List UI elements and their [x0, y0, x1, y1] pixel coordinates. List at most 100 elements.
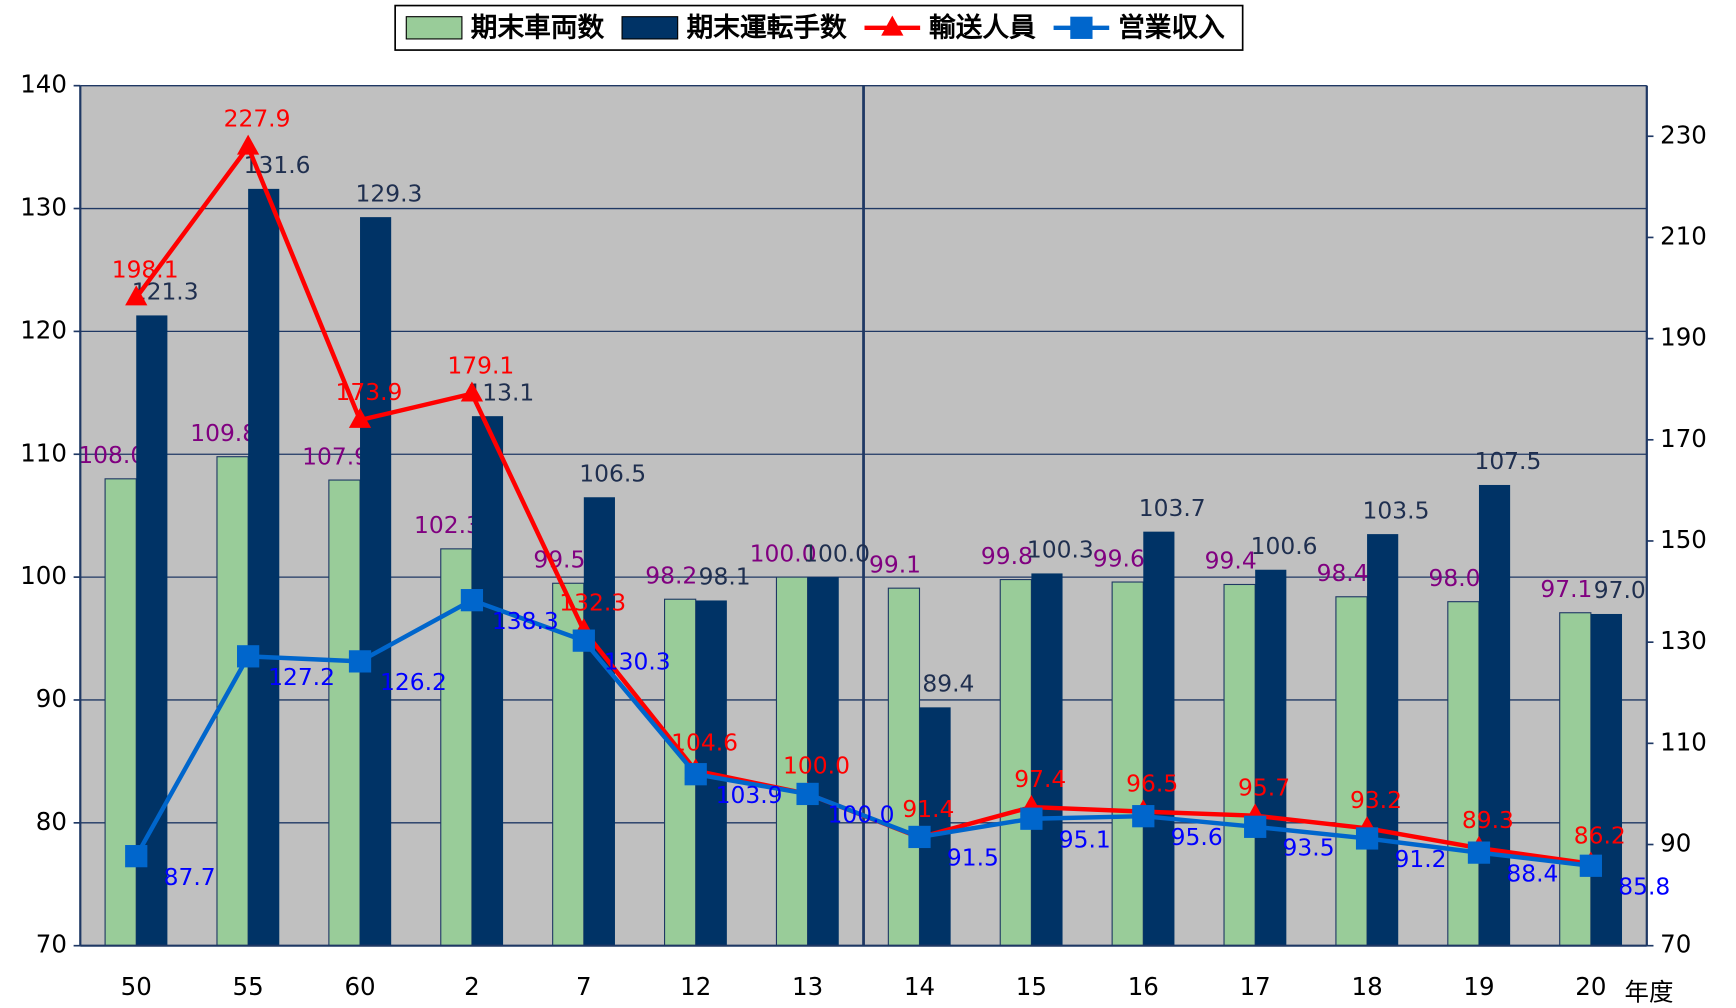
bar	[328, 479, 361, 947]
legend-swatch	[621, 16, 679, 40]
y-tick-label: 80	[36, 807, 67, 836]
marker	[1579, 854, 1602, 877]
line	[134, 597, 1592, 868]
y-tick-label: 110	[20, 438, 67, 467]
data-label: 98.1	[699, 563, 751, 591]
data-label: 95.1	[1059, 825, 1111, 853]
y2-tick-label: 190	[1660, 323, 1707, 352]
marker	[237, 645, 260, 668]
data-label: 108.0	[78, 441, 145, 469]
x-tick-label: 16	[1128, 972, 1159, 1001]
marker	[908, 825, 931, 849]
legend-swatch	[405, 16, 463, 40]
y-tick-label: 130	[20, 193, 67, 222]
data-label: 95.6	[1171, 823, 1223, 851]
legend-label: 期末車両数	[471, 12, 605, 43]
marker	[460, 589, 484, 612]
y-tick-label: 120	[20, 315, 67, 344]
y2-tick-label: 90	[1660, 829, 1691, 858]
data-label: 179.1	[447, 352, 514, 380]
data-label: 98.0	[1428, 564, 1480, 592]
data-label: 99.5	[533, 546, 585, 574]
data-label: 99.6	[1093, 544, 1145, 572]
data-label: 93.5	[1283, 834, 1335, 862]
data-label: 99.4	[1205, 547, 1257, 575]
y-tick-label: 70	[36, 930, 67, 959]
x-tick-label: 60	[344, 972, 375, 1001]
marker	[460, 381, 484, 402]
marker	[125, 285, 148, 306]
y-tick-label: 140	[20, 70, 67, 99]
y-tick-label: 100	[20, 561, 67, 590]
bar	[1478, 484, 1511, 946]
data-label: 93.2	[1350, 786, 1402, 814]
data-label: 86.2	[1574, 822, 1626, 850]
marker	[348, 407, 372, 428]
data-label: 97.1	[1540, 575, 1592, 603]
x-tick-label: 7	[576, 972, 592, 1001]
y2-tick-label: 230	[1660, 120, 1707, 149]
marker	[684, 763, 707, 786]
data-label: 97.0	[1594, 576, 1646, 604]
marker	[1244, 815, 1267, 838]
data-label: 95.7	[1238, 773, 1290, 801]
data-label: 87.7	[164, 863, 216, 891]
data-label: 107.9	[302, 442, 369, 470]
bar	[1143, 531, 1175, 946]
data-label: 103.9	[716, 781, 783, 809]
data-label: 91.4	[902, 795, 954, 823]
data-label: 88.4	[1506, 859, 1558, 887]
x-tick-label: 14	[904, 972, 935, 1001]
data-label: 97.4	[1014, 765, 1066, 793]
data-label: 126.2	[380, 668, 447, 696]
x-tick-label: 2	[464, 972, 480, 1001]
data-label: 89.3	[1462, 806, 1514, 834]
data-label: 132.3	[559, 588, 626, 616]
data-label: 106.5	[579, 460, 646, 488]
y2-tick-label: 210	[1660, 221, 1707, 250]
legend: 期末車両数 期末運転手数 輸送人員 営業収入	[394, 4, 1244, 51]
y-tick-label: 90	[36, 684, 67, 713]
bar	[887, 587, 921, 947]
data-label: 103.5	[1363, 496, 1430, 524]
marker	[572, 629, 595, 652]
x-axis-label: 年度	[1625, 978, 1674, 1007]
legend-label: 営業収入	[1118, 12, 1225, 43]
data-label: 102.3	[414, 511, 481, 539]
y2-tick-label: 110	[1660, 727, 1707, 756]
bar	[360, 217, 392, 946]
data-label: 173.9	[335, 378, 402, 406]
y2-tick-label: 70	[1660, 930, 1691, 959]
legend-marker	[1070, 16, 1093, 39]
data-label: 96.5	[1126, 769, 1178, 797]
data-label: 127.2	[268, 663, 335, 691]
bar	[999, 579, 1032, 947]
marker	[1467, 841, 1491, 864]
marker	[125, 845, 148, 868]
marker	[1355, 827, 1379, 850]
bar	[1255, 569, 1287, 946]
x-tick-label: 15	[1016, 972, 1047, 1001]
bar	[104, 478, 137, 947]
data-label: 129.3	[356, 179, 423, 207]
data-label: 227.9	[224, 105, 291, 133]
bar	[807, 577, 839, 946]
data-label: 98.4	[1317, 559, 1369, 587]
bar	[471, 416, 504, 946]
bar	[248, 188, 280, 946]
bar	[1559, 612, 1592, 947]
data-label: 100.0	[828, 801, 895, 829]
data-label: 91.2	[1394, 845, 1446, 873]
data-label: 100.0	[750, 539, 817, 567]
data-label: 99.1	[869, 550, 921, 578]
legend-label: 輸送人員	[929, 12, 1036, 43]
x-tick-label: 18	[1352, 972, 1383, 1001]
y2-tick-label: 130	[1660, 626, 1707, 655]
x-tick-label: 13	[792, 972, 823, 1001]
marker	[796, 782, 819, 806]
bar	[1111, 581, 1144, 947]
data-label: 89.4	[922, 670, 974, 698]
data-label: 100.6	[1251, 532, 1318, 560]
bar	[136, 315, 168, 946]
